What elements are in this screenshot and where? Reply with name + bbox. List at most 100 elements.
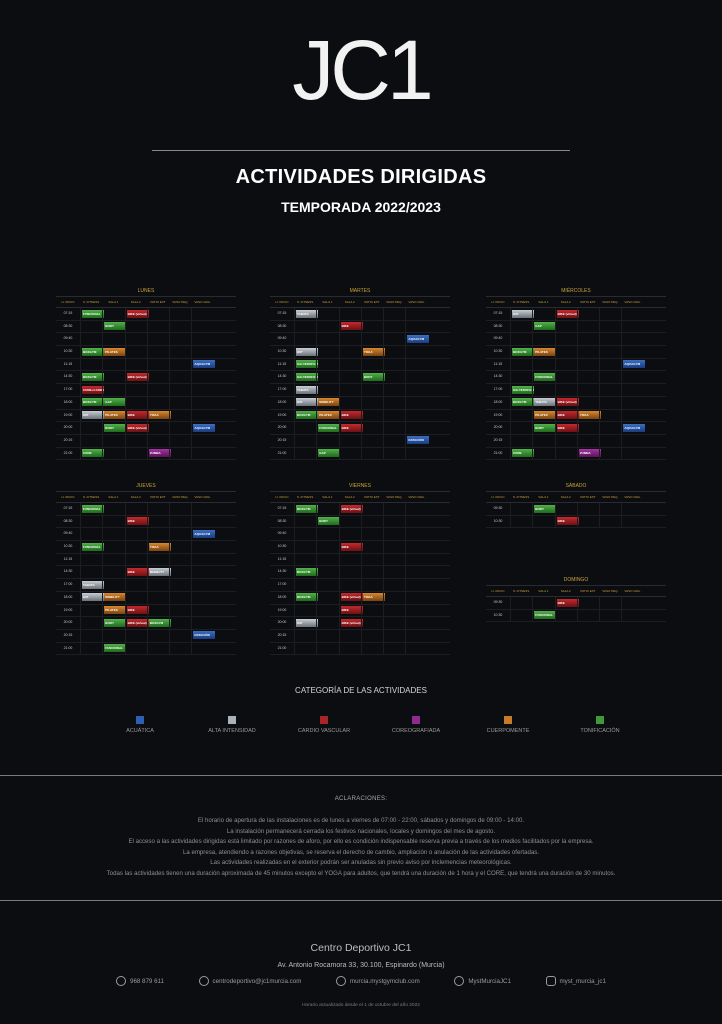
schedule-row: 10:30 FUNCIONAL YOGA — [56, 541, 236, 554]
activity-badge: HIIT — [82, 593, 104, 602]
time-cell: 20:00 — [493, 425, 503, 430]
contact-item[interactable]: myst_murcia_jc1 — [545, 976, 606, 986]
slot-cell — [405, 503, 427, 515]
slot-cell — [294, 447, 316, 460]
activity-badge: NATACIÓN — [193, 631, 216, 640]
schedule-day-title: VIERNES — [270, 482, 450, 492]
schedule-day-title: MARTES — [270, 287, 450, 297]
slot-cell — [576, 346, 599, 358]
activity-badge: BIKE (virtual) — [340, 504, 363, 513]
facebook-icon — [454, 976, 465, 986]
time-cell: 10:30 — [277, 544, 287, 549]
slot-cell: BIKE — [338, 604, 363, 617]
slot-cell — [383, 308, 405, 320]
contact-item[interactable]: murcia.mystgymclub.com — [335, 976, 420, 986]
slot-cell — [146, 515, 169, 528]
schedule-row: 07:15 BOXGYM BIKE (virtual) — [270, 503, 450, 516]
activity-badge: BIKE (virtual) — [340, 618, 363, 627]
contact-item[interactable]: centrodeportivo@jc1murcia.com — [198, 976, 301, 986]
activity-badge: BODY — [534, 504, 557, 513]
slot-cell — [191, 591, 213, 604]
time-cell: 10:30 — [493, 612, 503, 617]
slot-cell — [532, 515, 554, 528]
schedule-day-title: DOMINGO — [486, 576, 666, 586]
time-cell: 17:00 — [277, 387, 287, 392]
activity-badge: HIIT — [296, 398, 318, 407]
slot-cell — [599, 434, 621, 447]
schedule-row: 18:00 BOXGYM TABATA BIKE (virtual) — [486, 396, 666, 410]
activity-badge: YOGA — [578, 411, 601, 419]
time-cell: 19:00 — [63, 412, 73, 417]
slot-cell — [124, 503, 147, 515]
slot-cell — [338, 346, 361, 358]
slot-cell — [383, 503, 405, 515]
slot-cell — [383, 579, 405, 591]
slot-cell — [146, 579, 169, 591]
schedule-row: 08:30 BIKE — [270, 320, 450, 334]
activity-badge: AQUAGYM — [193, 360, 216, 369]
time-cell: 07:15 — [63, 311, 73, 315]
column-header: VASO GRA. — [408, 495, 425, 499]
slot-cell: BOXGYM — [294, 409, 318, 422]
activity-badge: FUNCIONAL — [534, 611, 557, 620]
activity-badge: BIKE (virtual) — [126, 372, 149, 381]
time-cell: 18:00 — [63, 594, 73, 599]
slot-cell — [316, 528, 338, 541]
slot-cell — [294, 320, 316, 333]
activity-badge: CORE — [82, 449, 104, 458]
time-cell: 08:30 — [63, 518, 73, 523]
slot-cell — [576, 308, 599, 320]
column-header: VASO PEQ. — [386, 495, 403, 499]
time-cell: 08:30 — [63, 323, 73, 328]
contact-item[interactable]: MystMurciaJC1 — [454, 976, 511, 986]
contact-item[interactable]: 968 879 611 — [116, 976, 164, 986]
slot-cell — [146, 528, 169, 541]
time-cell: 07:15 — [63, 506, 73, 510]
slot-cell — [316, 541, 338, 553]
activity-badge: AQUAGYM — [623, 360, 646, 369]
activity-badge: MOBILITY — [104, 593, 127, 602]
contact-text: 968 879 611 — [130, 977, 164, 985]
schedule-row: 08:30 GAP — [486, 320, 666, 334]
column-header: SALA 1 — [108, 300, 119, 304]
slot-cell — [191, 396, 213, 409]
note-line: Todas las actividades tienen una duració… — [106, 869, 616, 877]
slot-cell — [405, 642, 427, 655]
slot-cell: BIKE — [338, 422, 363, 434]
legend-swatch — [228, 716, 236, 724]
note-line: La instalación permanecerá cerrada los f… — [226, 827, 496, 835]
slot-cell — [102, 629, 124, 642]
column-header: H. INICIO — [61, 495, 75, 499]
legend-swatch — [412, 716, 420, 724]
slot-cell — [405, 617, 427, 629]
slot-cell — [146, 320, 169, 333]
slot-cell: PILATES — [102, 409, 127, 422]
slot-cell — [360, 579, 383, 591]
schedule-row: 10:30 BIKE — [270, 541, 450, 554]
time-cell: 09:40 — [63, 336, 73, 341]
slot-cell — [576, 320, 599, 333]
schedule-martes: MARTES H. INICIO S. FITNESS SALA 1 SALA 2 PAT… — [270, 287, 450, 461]
slot-cell: BOXGYM — [146, 617, 171, 629]
contacts-bar: 968 879 611 centrodeportivo@jc1murcia.com… — [116, 976, 606, 986]
time-cell: 18:00 — [493, 399, 503, 404]
page-subtitle: TEMPORADA 2022/2023 — [281, 199, 441, 215]
slot-cell — [576, 333, 599, 346]
schedule-row: 09:40 AQUAGYM — [56, 528, 236, 542]
time-cell: 14:30 — [277, 374, 287, 379]
slot-cell — [146, 333, 169, 346]
activity-badge: FUNCIONAL — [534, 372, 557, 381]
slot-cell — [383, 629, 405, 642]
time-cell: 19:00 — [277, 412, 287, 417]
column-header: H. INICIO — [61, 300, 75, 304]
slot-cell — [360, 422, 383, 434]
column-header: VASO PEQ. — [172, 300, 189, 304]
column-header: SALA 2 — [130, 495, 141, 499]
activity-badge: BIKE — [126, 517, 149, 526]
activity-badge: BIKE — [556, 598, 579, 607]
slot-cell — [338, 333, 361, 346]
slot-cell — [360, 503, 383, 515]
time-cell: 11:15 — [63, 361, 73, 366]
activity-badge: BIKE (virtual) — [556, 398, 579, 407]
slot-cell — [360, 409, 383, 422]
